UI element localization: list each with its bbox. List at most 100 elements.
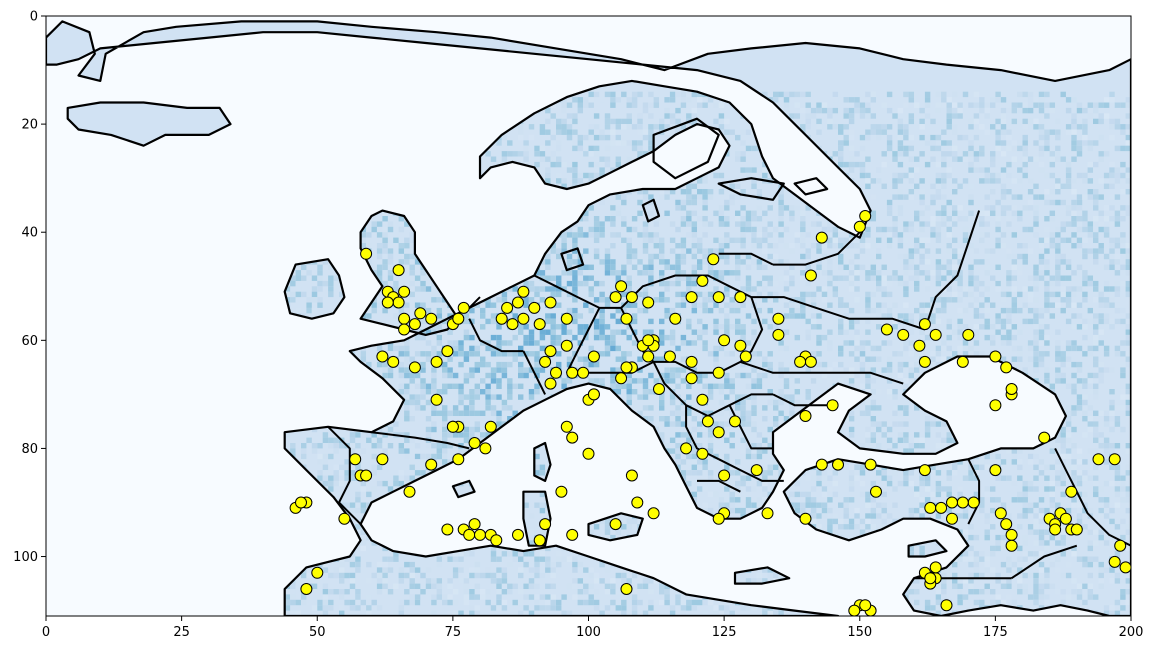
station-marker [376, 350, 389, 363]
border-line-21 [923, 210, 981, 330]
station-marker [560, 312, 573, 325]
coastline-sjaell [560, 247, 585, 272]
border-line-2 [468, 318, 524, 353]
station-marker [1108, 555, 1121, 568]
border-line-9 [740, 360, 904, 385]
y-tick-label: 80 [21, 442, 38, 457]
station-marker [653, 383, 665, 395]
station-marker [1005, 528, 1018, 541]
station-marker [566, 431, 579, 444]
station-marker [815, 458, 828, 471]
border-line-17 [772, 393, 828, 407]
station-marker [452, 453, 465, 466]
station-marker [989, 464, 1002, 477]
station-marker [859, 210, 872, 222]
station-marker [685, 372, 698, 385]
y-axis: 0 20 40 60 80 100 [13, 10, 46, 565]
station-marker [832, 458, 844, 471]
x-tick-label: 100 [576, 625, 601, 640]
station-marker [398, 285, 411, 298]
station-marker [946, 512, 958, 525]
station-marker [506, 318, 519, 331]
border-line-18 [565, 307, 601, 374]
station-marker [452, 312, 465, 325]
station-marker [696, 274, 709, 287]
coastline-corsica [533, 441, 552, 482]
station-marker [408, 361, 421, 374]
y-tick-label: 60 [21, 334, 38, 349]
station-marker [295, 496, 307, 509]
station-marker [799, 410, 812, 422]
station-marker [794, 355, 807, 368]
station-marker [685, 355, 698, 368]
station-marker [625, 291, 638, 304]
station-marker [517, 285, 530, 298]
station-marker [701, 415, 714, 428]
y-tick-label: 40 [21, 226, 38, 241]
station-marker [387, 355, 400, 368]
station-marker [804, 355, 817, 368]
station-marker [512, 528, 524, 541]
station-marker [468, 437, 481, 449]
station-marker [929, 328, 942, 341]
border-line-22 [1054, 447, 1131, 547]
station-marker [712, 426, 725, 439]
station-marker [398, 323, 411, 336]
station-marker [712, 366, 725, 379]
station-markers [289, 210, 1131, 616]
border-line-0 [327, 426, 362, 525]
station-marker [962, 328, 975, 341]
station-marker [994, 507, 1007, 520]
station-marker [398, 312, 411, 325]
station-marker [615, 280, 628, 293]
station-marker [620, 312, 633, 325]
y-tick-label: 0 [30, 10, 38, 25]
station-marker [669, 312, 682, 325]
coastline-mainland [46, 20, 1131, 616]
station-marker [772, 312, 785, 325]
station-marker [311, 566, 324, 579]
station-marker [940, 599, 953, 612]
station-marker [918, 318, 931, 331]
station-marker [620, 361, 633, 374]
coastline-crete [733, 566, 791, 585]
x-tick-label: 75 [445, 625, 462, 640]
station-marker [555, 485, 568, 498]
station-marker [512, 296, 524, 309]
station-marker [848, 604, 861, 616]
station-marker [441, 523, 454, 536]
station-marker [349, 453, 362, 466]
coastline-balearic [451, 479, 476, 499]
station-marker [625, 469, 638, 482]
station-marker [338, 512, 351, 525]
coastline-ireland [283, 258, 346, 320]
x-tick-label: 175 [983, 625, 1008, 640]
station-marker [712, 291, 725, 304]
station-marker [734, 339, 747, 352]
lake-contour-0 [652, 117, 720, 180]
station-marker [484, 420, 497, 433]
border-line-1 [371, 431, 470, 450]
station-marker [533, 318, 546, 331]
station-marker [550, 366, 562, 379]
station-marker [474, 528, 486, 541]
lake-contour-1 [717, 177, 785, 201]
station-marker [539, 355, 552, 368]
station-marker [544, 296, 557, 309]
station-marker [468, 518, 481, 531]
station-marker [718, 469, 731, 482]
station-marker [718, 334, 731, 347]
station-marker [826, 399, 839, 412]
station-marker [929, 561, 942, 574]
y-tick-label: 20 [21, 118, 38, 133]
station-marker [696, 393, 709, 406]
x-tick-label: 200 [1119, 625, 1144, 640]
station-marker [463, 528, 476, 541]
station-marker [772, 328, 785, 341]
station-marker [685, 291, 698, 304]
x-axis: 0 25 50 75 100 125 150 175 200 [42, 616, 1144, 640]
station-marker [430, 355, 443, 368]
station-marker [864, 458, 877, 471]
station-marker [859, 599, 872, 612]
station-marker [615, 372, 628, 385]
